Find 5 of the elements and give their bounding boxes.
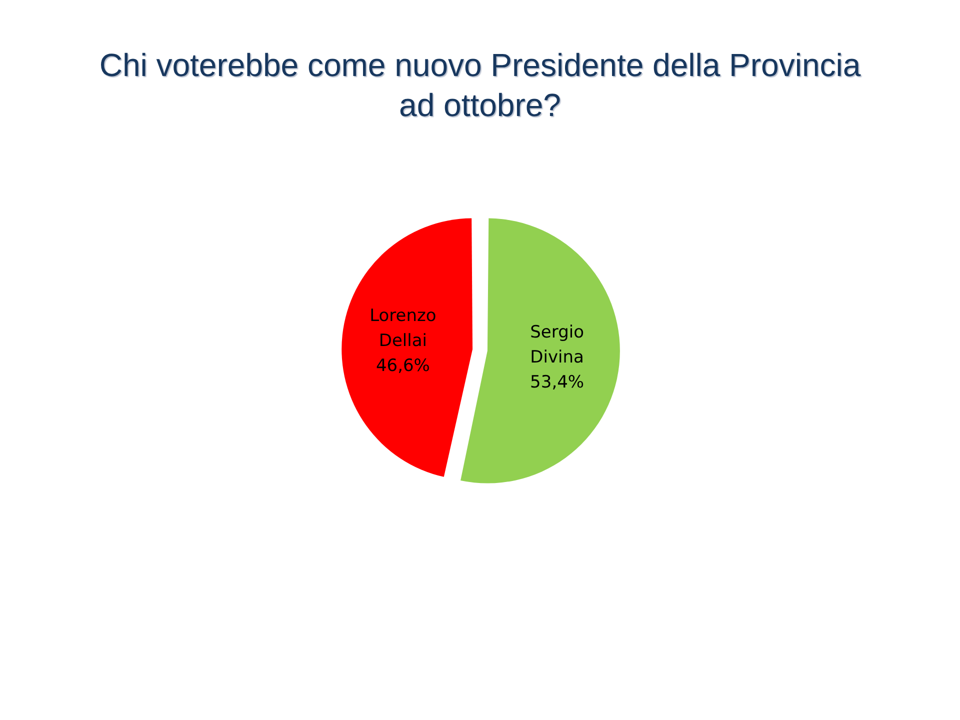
chart-title: Chi voterebbe come nuovo Presidente della Provincia ad ottobre?	[98, 46, 862, 125]
slice-label: Lorenzo Dellai	[370, 306, 436, 352]
slice-label: Sergio Divina	[530, 322, 584, 368]
data-label: 53,4%	[530, 372, 584, 393]
data-label: 46,6%	[376, 356, 430, 376]
